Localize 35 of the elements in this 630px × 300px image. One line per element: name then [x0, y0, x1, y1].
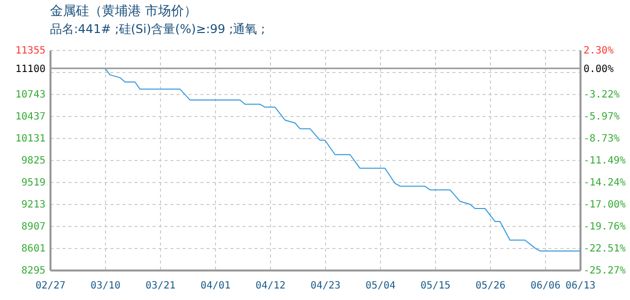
y-tick-label: 11100 — [15, 64, 46, 75]
y2-tick-label: -17.00% — [584, 200, 626, 211]
y2-tick-label: -25.27% — [584, 266, 626, 276]
y-tick-label: 9519 — [21, 178, 46, 188]
y2-tick-label: -19.76% — [584, 222, 626, 233]
y-tick-label: 10131 — [15, 134, 46, 144]
x-tick-label: 03/10 — [90, 280, 121, 292]
y2-tick-label: -11.49% — [584, 156, 626, 167]
y2-tick-label: 0.00% — [584, 64, 614, 75]
y-tick-label: 11355 — [15, 46, 46, 56]
x-tick-label: 05/26 — [475, 280, 506, 292]
y2-tick-label: 2.30% — [584, 46, 614, 56]
y-tick-label: 10743 — [15, 90, 46, 100]
x-tick-label: 04/12 — [255, 280, 286, 292]
x-tick-label: 03/21 — [145, 280, 176, 292]
x-tick-label: 05/15 — [420, 280, 451, 292]
y2-tick-label: -14.24% — [584, 177, 626, 188]
y-tick-label: 9825 — [21, 156, 46, 166]
y-tick-label: 10437 — [15, 112, 46, 122]
y2-tick-label: -22.51% — [584, 243, 626, 254]
y2-tick-label: -8.73% — [584, 134, 620, 145]
y-tick-label: 8295 — [21, 266, 46, 276]
x-tick-label: 06/13 — [565, 280, 596, 292]
y2-tick-label: -5.97% — [584, 111, 620, 122]
x-tick-label: 06/06 — [530, 280, 561, 292]
x-tick-label: 05/04 — [365, 280, 396, 292]
y2-tick-label: -3.22% — [584, 90, 620, 101]
x-tick-label: 02/27 — [35, 280, 66, 292]
x-tick-label: 04/01 — [200, 280, 231, 292]
x-tick-label: 04/23 — [310, 280, 341, 292]
y-tick-label: 8601 — [21, 244, 46, 254]
chart-subtitle: 品名:441# ;硅(Si)含量(%)≥:99 ;通氧 ; — [50, 22, 266, 36]
y-tick-label: 8907 — [21, 222, 46, 232]
chart-title: 金属硅（黄埔港 市场价） — [50, 4, 198, 19]
y-tick-label: 9213 — [21, 200, 46, 210]
